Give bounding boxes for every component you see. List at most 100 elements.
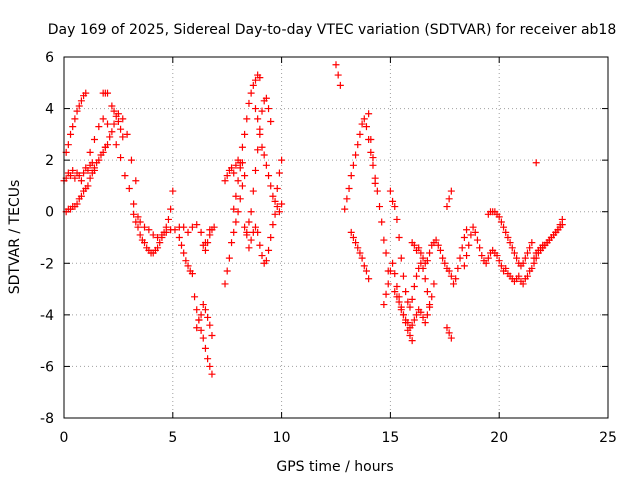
data-point (382, 249, 390, 257)
data-point (104, 120, 112, 128)
series-arc-19 (251, 105, 286, 205)
data-point (230, 228, 238, 236)
data-point (195, 316, 203, 324)
data-point (267, 234, 275, 241)
data-point (417, 249, 425, 257)
y-axis-label: SDTVAR / TECUs (7, 180, 23, 295)
x-tick-label: 15 (381, 430, 399, 446)
data-point (275, 208, 283, 216)
series-arc-10 (175, 234, 196, 278)
data-point (141, 239, 149, 247)
y-tick-label: 2 (45, 153, 54, 169)
data-point (260, 151, 268, 159)
series-arc-21 (341, 115, 379, 213)
series-arc-26 (391, 280, 438, 332)
data-point (73, 107, 81, 115)
data-point (145, 226, 153, 234)
data-point (371, 174, 379, 182)
data-point (528, 239, 536, 247)
data-point (228, 164, 236, 172)
axis-ticks (63, 56, 609, 419)
data-point (278, 156, 286, 164)
series-arc-35 (532, 159, 540, 167)
data-point (482, 259, 490, 267)
data-point (493, 252, 501, 260)
data-point (395, 298, 403, 306)
series-arc-13 (199, 223, 218, 254)
data-point (452, 275, 460, 283)
data-point (271, 210, 279, 218)
data-point (367, 148, 375, 156)
data-point (208, 370, 216, 378)
data-point (358, 254, 366, 262)
data-point (236, 195, 244, 203)
data-point (251, 76, 259, 84)
data-point (432, 236, 440, 244)
data-point (519, 259, 527, 267)
x-tick-label: 20 (490, 430, 508, 446)
data-point (180, 249, 188, 257)
data-point (439, 254, 447, 262)
data-point (269, 192, 277, 200)
data-point (413, 272, 421, 280)
plot-frame (63, 56, 609, 419)
series-arc-27 (408, 236, 451, 272)
data-point (275, 169, 283, 177)
data-point (347, 172, 355, 180)
data-point (408, 337, 416, 345)
data-point (64, 141, 72, 149)
data-point (110, 120, 118, 128)
data-point (82, 89, 90, 97)
data-point (445, 195, 453, 203)
data-point (391, 270, 399, 278)
data-point (352, 239, 360, 247)
data-point (241, 130, 249, 138)
y-tick-label: -2 (40, 256, 54, 272)
tick-labels: 0 5 10 15 20 25 -8 -6 -4 -2 0 2 4 6 (40, 50, 617, 446)
data-point (256, 130, 264, 138)
grid (64, 57, 608, 418)
data-point (201, 344, 209, 352)
data-point (365, 275, 373, 283)
series-arc-18 (241, 200, 286, 267)
data-point (423, 311, 431, 319)
data-point (378, 218, 386, 226)
data-point (404, 298, 412, 306)
data-point (67, 130, 75, 138)
data-point (123, 130, 131, 138)
data-point (523, 272, 531, 280)
data-point (114, 117, 122, 125)
data-point (134, 223, 142, 231)
data-point (108, 128, 116, 136)
data-point (258, 107, 266, 115)
data-point (354, 141, 362, 149)
data-point (234, 208, 242, 216)
data-point (463, 252, 471, 260)
data-point (273, 185, 281, 193)
data-point (206, 231, 214, 239)
data-point (249, 187, 257, 195)
data-point (178, 241, 186, 249)
data-point (497, 262, 505, 270)
data-point (343, 195, 351, 203)
data-point (238, 143, 246, 151)
data-point (228, 239, 236, 247)
data-point (410, 316, 418, 324)
data-point (247, 89, 255, 97)
y-tick-label: -8 (40, 411, 54, 427)
data-point (230, 205, 238, 213)
data-point (245, 99, 253, 107)
data-point (478, 252, 486, 260)
data-point (454, 264, 462, 272)
data-point (399, 311, 407, 319)
data-point (90, 136, 98, 144)
data-point (356, 249, 364, 257)
data-point (182, 257, 190, 265)
data-point (193, 221, 201, 229)
series-arc-7 (99, 89, 112, 97)
data-point (467, 231, 475, 239)
data-point (201, 246, 209, 254)
series-arc-23 (365, 110, 392, 275)
data-point (77, 192, 85, 200)
data-point (269, 221, 277, 229)
